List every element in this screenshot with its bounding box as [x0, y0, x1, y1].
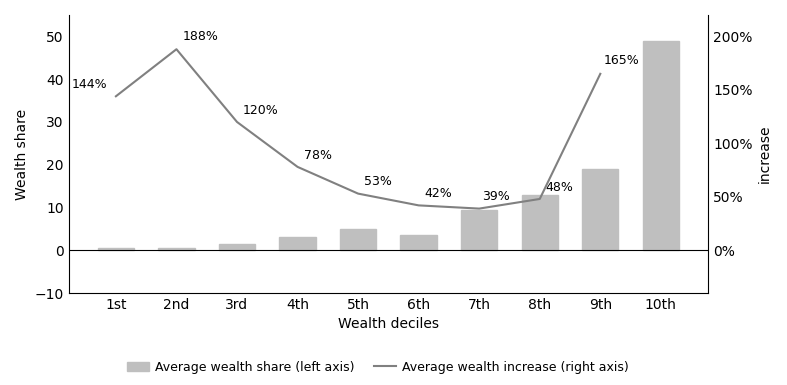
Text: 144%: 144%	[71, 78, 107, 91]
Bar	[158, 248, 194, 250]
X-axis label: Wealth deciles: Wealth deciles	[338, 318, 439, 331]
Text: 42%: 42%	[425, 187, 453, 200]
Bar	[643, 41, 679, 250]
Bar	[461, 210, 497, 250]
Bar	[219, 244, 255, 250]
Text: 39%: 39%	[482, 190, 510, 203]
Text: 78%: 78%	[304, 149, 331, 162]
Y-axis label: increase: increase	[758, 125, 772, 183]
Text: 48%: 48%	[546, 181, 574, 194]
Y-axis label: Wealth share: Wealth share	[15, 109, 29, 199]
Legend: Average wealth share (left axis), Average wealth increase (right axis): Average wealth share (left axis), Averag…	[121, 356, 634, 379]
Bar	[98, 248, 134, 250]
Bar	[401, 235, 437, 250]
Text: 53%: 53%	[364, 175, 392, 188]
Text: 165%: 165%	[604, 54, 639, 67]
Bar	[340, 229, 376, 250]
Bar	[279, 238, 316, 250]
Bar	[582, 169, 619, 250]
Bar	[522, 195, 558, 250]
Text: 120%: 120%	[243, 104, 279, 117]
Text: 188%: 188%	[183, 30, 218, 43]
